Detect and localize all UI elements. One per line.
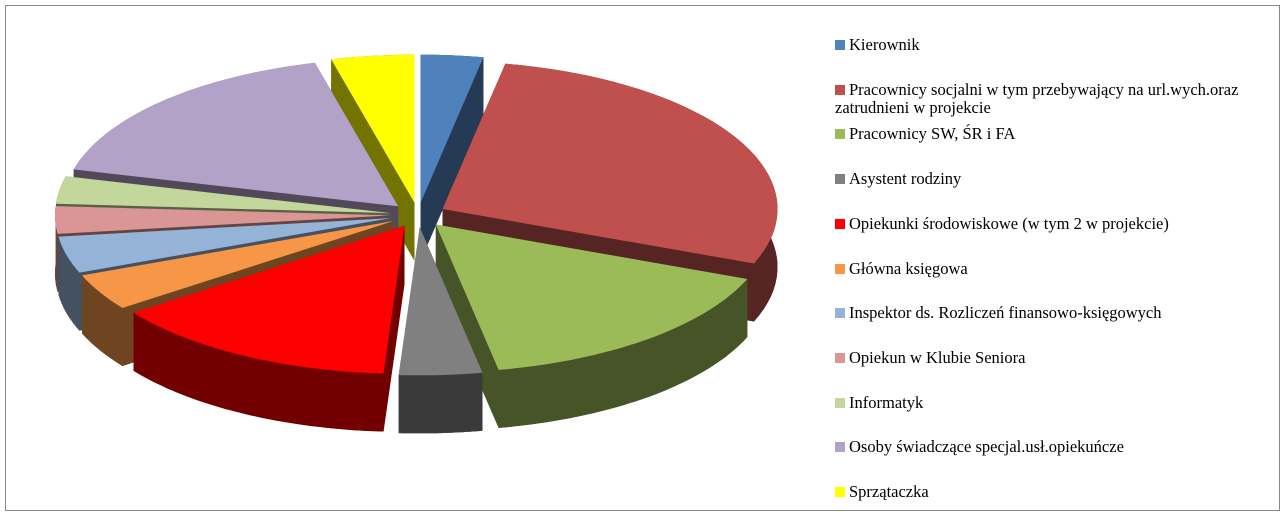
legend-item: Informatyk	[835, 392, 1275, 412]
legend-item: Pracownicy socjalni w tym przebywający n…	[835, 79, 1275, 117]
legend-label: Opiekun w Klubie Seniora	[849, 347, 1026, 367]
legend-item: Opiekun w Klubie Seniora	[835, 347, 1275, 367]
slice-wall	[55, 206, 58, 292]
slice	[82, 221, 394, 308]
legend-label: Pracownicy socjalni w tym przebywający n…	[835, 79, 1239, 117]
legend-label: Osoby świadczące specjal.usł.opiekuńcze	[849, 437, 1124, 457]
legend-item: Osoby świadczące specjal.usł.opiekuńcze	[835, 438, 1275, 456]
legend-label: Kierownik	[849, 35, 920, 54]
legend-label: Asystent rodziny	[849, 169, 962, 189]
slice	[73, 62, 399, 207]
slice	[435, 224, 748, 370]
legend-swatch	[835, 84, 845, 95]
slice-wall	[498, 279, 748, 428]
slice	[55, 206, 390, 234]
legend-label: Inspektor ds. Rozliczeń finansowo-księgo…	[849, 303, 1162, 323]
legend-swatch	[835, 174, 845, 185]
legend-label: Opiekunki środowiskowe (w tym 2 w projek…	[849, 213, 1169, 233]
legend-swatch	[835, 442, 845, 453]
slice	[56, 176, 391, 214]
slice	[331, 54, 415, 203]
slice-side	[435, 224, 499, 428]
chart-frame	[5, 5, 1280, 511]
slice	[58, 218, 391, 273]
legend-swatch	[835, 352, 845, 363]
legend-swatch	[835, 487, 845, 497]
legend-swatch	[835, 218, 845, 229]
slice	[420, 54, 484, 203]
legend-item: Asystent rodziny	[835, 170, 1275, 188]
legend-swatch	[835, 40, 845, 50]
legend-item: Kierownik	[835, 36, 1275, 54]
legend-item: Pracownicy SW, ŚR i FA	[835, 125, 1275, 143]
legend-item: Opiekunki środowiskowe (w tym 2 w projek…	[835, 213, 1275, 233]
legend-label: Sprzątaczka	[849, 482, 929, 501]
legend-item: Inspektor ds. Rozliczeń finansowo-księgo…	[835, 304, 1275, 322]
slice-wall	[133, 312, 384, 432]
slice	[398, 227, 483, 376]
legend-label: Pracownicy SW, ŚR i FA	[849, 124, 1016, 144]
legend-item: Główna księgowa	[835, 258, 1275, 278]
legend-item: Sprzątaczka	[835, 483, 1275, 501]
legend-swatch	[835, 397, 845, 408]
legend-swatch	[835, 129, 845, 140]
slice	[442, 63, 778, 264]
legend-swatch	[835, 308, 845, 319]
slice-wall	[58, 236, 80, 331]
chart	[55, 54, 778, 434]
slice	[133, 225, 405, 374]
legend-label: Informatyk	[849, 392, 924, 412]
legend-swatch	[835, 263, 845, 274]
slice-wall	[398, 372, 483, 434]
slice-wall	[82, 275, 123, 366]
legend-label: Główna księgowa	[849, 258, 968, 278]
